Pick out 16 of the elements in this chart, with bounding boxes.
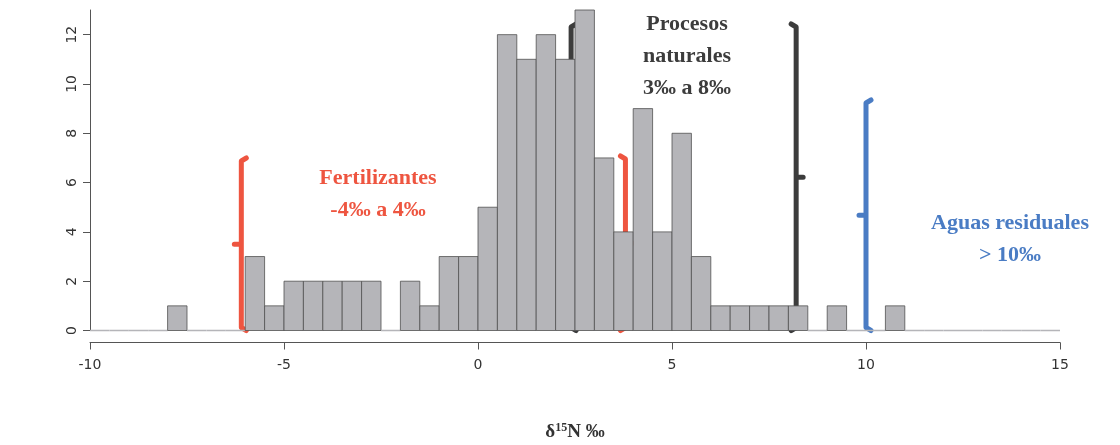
x-tick-label: -10 <box>78 355 102 372</box>
y-tick-label: 0 <box>63 326 79 335</box>
y-tick-label: 8 <box>63 128 79 138</box>
ref-line-label: Fertilizantes -4‰ a 4‰ <box>319 163 438 221</box>
y-tick-label: 4 <box>63 227 79 237</box>
y-tick-label: 12 <box>63 25 79 44</box>
x-tick-label: -5 <box>277 355 291 372</box>
y-tick-label: 10 <box>63 75 79 93</box>
y-tick-label: 2 <box>63 276 79 286</box>
x-tick-label: 0 <box>473 355 483 372</box>
x-tick-label: 5 <box>667 355 677 372</box>
x-tick-label: 15 <box>1051 355 1069 372</box>
ref-line-label: Aguas residuales > 10‰ <box>931 208 1090 266</box>
ref-line-label: Procesos naturales 3‰ a 8‰ <box>643 9 732 99</box>
y-tick-label: 6 <box>63 178 79 188</box>
x-tick-label: 10 <box>857 355 875 372</box>
